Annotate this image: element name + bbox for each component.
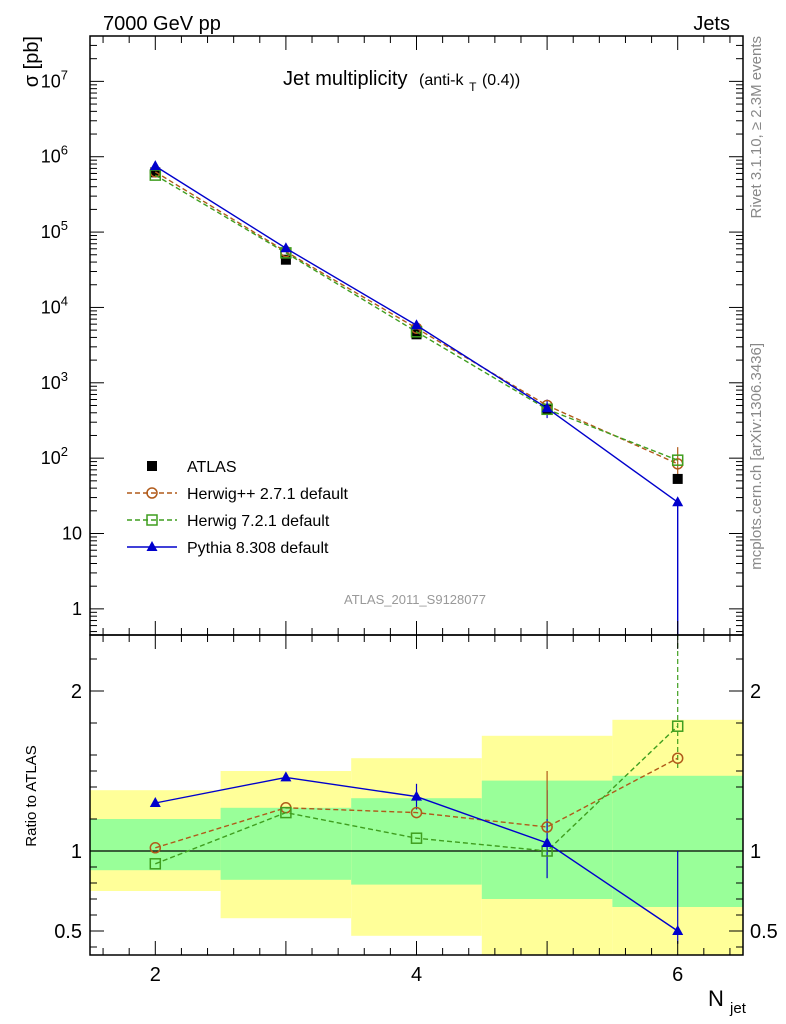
main-y-tick-label: 1 [72, 599, 82, 619]
main-y-tick-base: 10 [41, 71, 61, 91]
main-y-tick-exponent: 2 [61, 444, 68, 459]
atlas-main-point-6 [672, 473, 683, 484]
main-y-tick-label: 102 [41, 444, 68, 468]
pythia-ratio-point-3 [280, 771, 292, 782]
herwig7-ratio-point-3 [280, 806, 292, 819]
ratio-y-axis-label: Ratio to ATLAS [23, 745, 40, 846]
ratio-y-tick-label-left: 1 [71, 841, 82, 863]
ratio-y-tick-label-right: 1 [750, 841, 761, 863]
green-band-2 [90, 819, 221, 871]
ratio-y-tick-label-right: 0.5 [750, 921, 778, 943]
mcplots-info-label: mcplots.cern.ch [arXiv:1306.3436] [748, 343, 765, 570]
green-band-3 [220, 807, 352, 880]
legend-marker-pythia [146, 541, 158, 551]
pythia-ratio-point-2 [149, 797, 161, 807]
legend: ATLAS Herwig++ 2.7.1 default Herwig 7.2.1 … [127, 459, 349, 557]
pythia-main-point-6 [672, 496, 684, 507]
chart-title-end: (0.4)) [482, 72, 520, 89]
pythia-main-point-5 [541, 402, 553, 413]
legend-label-herwigpp: Herwig++ 2.7.1 default [187, 486, 349, 503]
ratio-panel-series [90, 635, 743, 944]
main-y-tick-label: 106 [41, 143, 68, 167]
main-y-tick-exponent: 6 [61, 143, 68, 158]
main-y-tick-base: 10 [41, 147, 61, 167]
chart-title: Jet multiplicity (anti-k T (0.4)) [283, 68, 520, 96]
main-y-tick-label: 107 [41, 67, 68, 91]
main-y-tick-label: 104 [41, 293, 68, 317]
main-y-tick-label: 103 [41, 369, 68, 393]
herwigpp-ratio-line [155, 757, 679, 849]
legend-marker-herwig7 [146, 514, 158, 526]
herwigpp-ratio-point-6 [671, 752, 684, 764]
x-tick-label: 2 [150, 964, 161, 986]
main-y-tick-label: 105 [41, 218, 68, 242]
legend-label-herwig7: Herwig 7.2.1 default [187, 513, 330, 530]
pythia-main-point-4 [411, 319, 422, 330]
main-y-tick-exponent: 5 [61, 218, 68, 233]
chart-title-suffix: (anti-k [419, 72, 464, 89]
herwig7-ratio-point-4 [410, 832, 423, 844]
herwigpp-ratio-point-2 [149, 842, 162, 854]
main-y-tick-base: 10 [41, 448, 61, 468]
header-left-label: 7000 GeV pp [103, 13, 221, 35]
x-tick-label: 6 [672, 964, 683, 986]
herwigpp-ratio-point-5 [541, 821, 553, 833]
legend-marker-herwigpp [146, 487, 158, 499]
pythia-ratio-point-5 [541, 837, 553, 847]
green-band-4 [351, 798, 482, 885]
rivet-info-label: Rivet 3.1.10, ≥ 2.3M events [748, 36, 765, 219]
herwig7-ratio-line [155, 725, 679, 865]
ratio-y-tick-label-left: 0.5 [54, 921, 82, 943]
main-y-tick-exponent: 7 [61, 67, 68, 82]
pythia-ratio-point-4 [411, 790, 422, 801]
x-tick-label: 4 [411, 964, 422, 986]
legend-marker-atlas [147, 461, 157, 471]
herwig7-ratio-point-2 [149, 858, 162, 870]
legend-label-atlas: ATLAS [187, 459, 237, 476]
chart-title-main: Jet multiplicity [283, 68, 407, 90]
x-axis-label-sub: jet [729, 1000, 747, 1017]
ratio-y-tick-label-right: 2 [750, 681, 761, 703]
pythia-ratio-point-6 [672, 925, 684, 935]
legend-label-pythia: Pythia 8.308 default [187, 540, 329, 557]
main-y-tick-base: 10 [41, 297, 61, 317]
analysis-watermark: ATLAS_2011_S9128077 [344, 592, 486, 607]
ratio-y-tick-label-left: 2 [71, 681, 82, 703]
atlas-main-point-3 [280, 254, 291, 265]
x-axis-label-main: N [708, 986, 724, 1011]
herwigpp-ratio-point-4 [410, 806, 423, 819]
main-y-tick-exponent: 3 [61, 369, 68, 384]
pythia-main-point-2 [149, 160, 161, 171]
header-right-label: Jets [693, 13, 730, 35]
chart-title-sub: T [469, 80, 477, 94]
main-y-tick-label: 10 [62, 524, 82, 544]
herwig7-main-line [154, 174, 678, 461]
main-y-tick-base: 10 [41, 373, 61, 393]
herwig7-main-point-6 [671, 454, 684, 466]
main-y-tick-exponent: 4 [61, 293, 68, 308]
x-axis-label: N jet [708, 986, 747, 1017]
herwig7-ratio-point-6 [671, 720, 684, 732]
main-y-axis-label: σ [pb] [21, 36, 43, 87]
pythia-main-point-3 [280, 242, 292, 253]
atlas-main-point-4 [411, 329, 422, 340]
main-panel-series [149, 160, 684, 635]
main-y-tick-base: 10 [41, 222, 61, 242]
